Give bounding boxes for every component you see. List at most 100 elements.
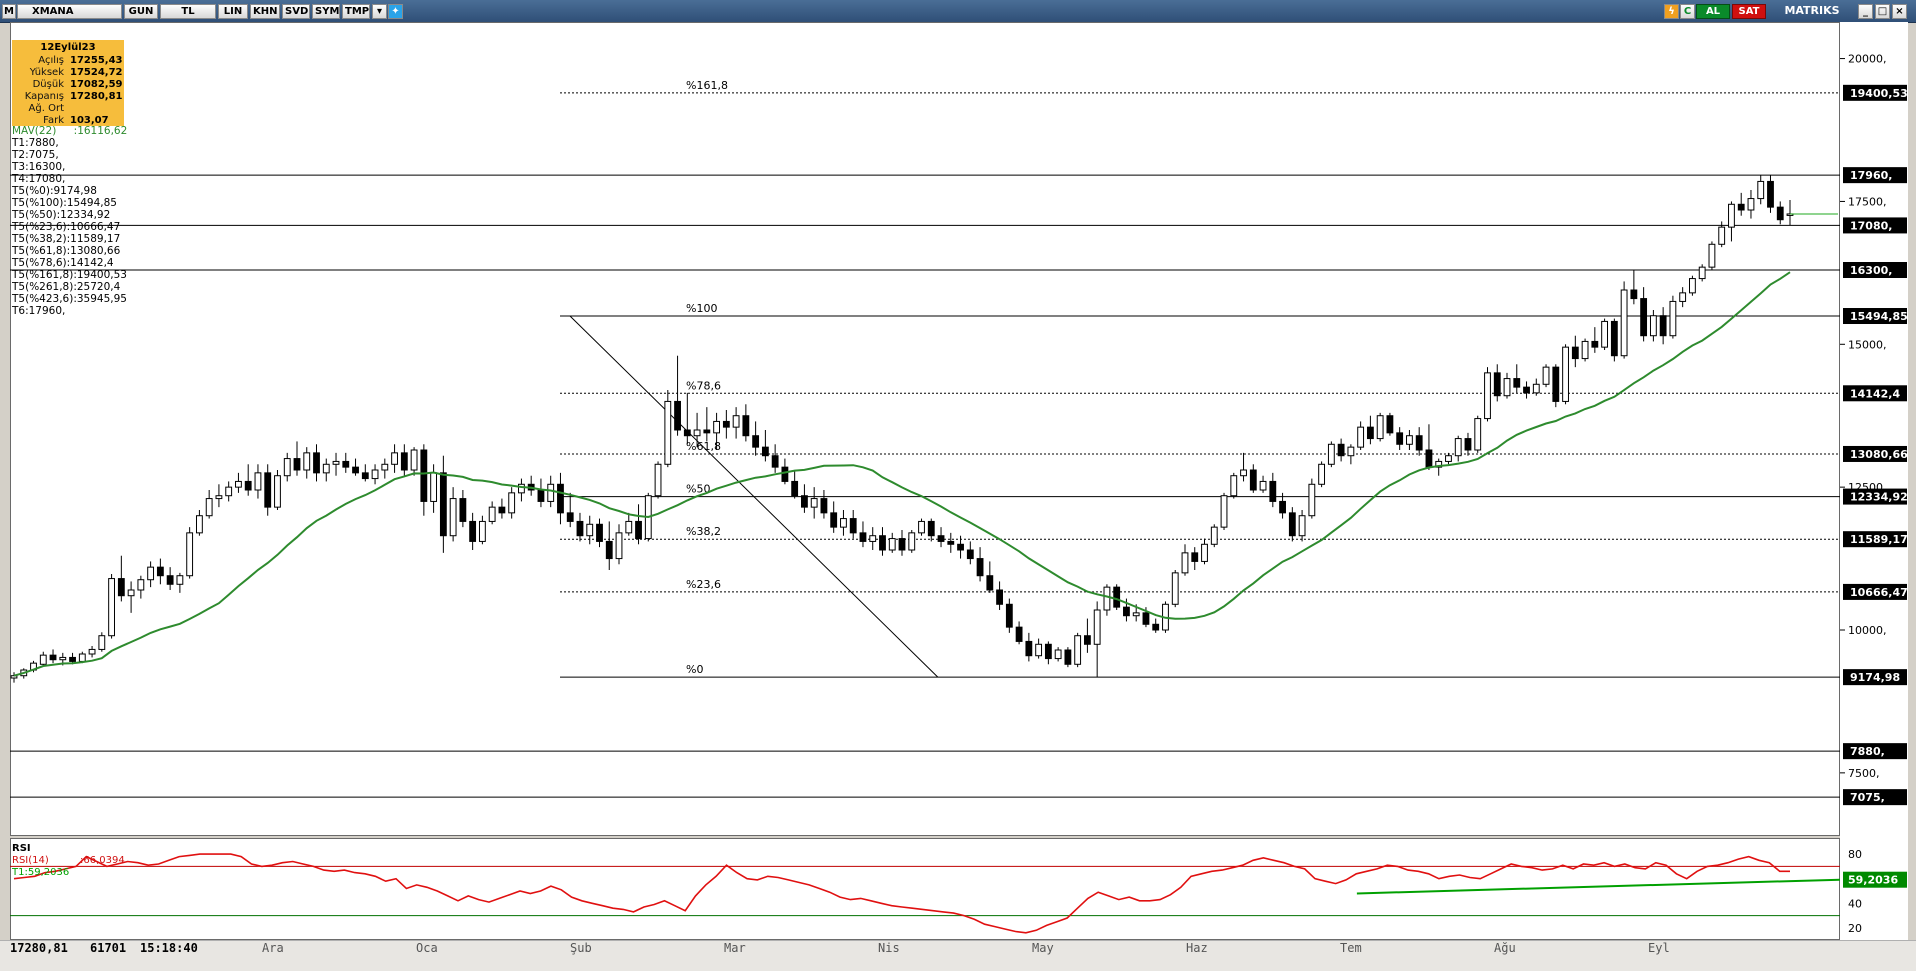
- rsi-legend-t1: T1:59,2036: [11, 867, 69, 878]
- candle-body: [664, 400, 672, 465]
- indicator-line: T5(%100):15494,85: [12, 197, 117, 209]
- sym-button[interactable]: SYM: [312, 4, 340, 19]
- fib-label: %0: [686, 663, 703, 676]
- maximize-button[interactable]: □: [1875, 4, 1890, 19]
- candle-body: [791, 480, 799, 497]
- y-tick-label: 17500,: [1848, 195, 1887, 208]
- mav-label: MAV(22): [12, 125, 57, 137]
- candle-body: [615, 532, 623, 560]
- candle-body: [830, 512, 838, 528]
- candle-body: [674, 400, 681, 431]
- svd-button[interactable]: SVD: [282, 4, 310, 19]
- info-row-change: Fark 103,07: [12, 115, 124, 127]
- info-date: 12Eylül23: [40, 42, 96, 53]
- candle-body: [849, 518, 857, 534]
- close-button[interactable]: ×: [1892, 4, 1907, 19]
- flash-icon[interactable]: ϟ: [1664, 4, 1679, 19]
- candle-body: [98, 635, 106, 650]
- buy-button[interactable]: AL: [1696, 4, 1730, 19]
- candle-body: [605, 540, 613, 560]
- candle-body: [430, 472, 438, 502]
- refresh-button[interactable]: C: [1680, 4, 1695, 19]
- month-label: Ara: [262, 941, 284, 955]
- fib-label: %100: [686, 302, 717, 315]
- candle-body: [410, 449, 418, 471]
- candle-body: [518, 483, 525, 494]
- info-row-high: Yüksek 17524,72: [12, 67, 124, 79]
- candle-body: [1113, 586, 1121, 608]
- khn-button[interactable]: KHN: [250, 4, 280, 19]
- candle-body: [1386, 415, 1394, 434]
- candle-body: [1552, 366, 1560, 402]
- candle-body: [1298, 515, 1306, 537]
- candle-body: [127, 589, 135, 597]
- indicator-line: T5(%61,8):13080,66: [12, 245, 121, 257]
- candle-body: [1171, 572, 1179, 605]
- scale-button[interactable]: LIN: [218, 4, 248, 19]
- price-level-badge: [1843, 669, 1907, 686]
- candle-body: [49, 654, 57, 661]
- minimize-button[interactable]: _: [1858, 4, 1873, 19]
- price-level-label: 7880,: [1850, 745, 1885, 758]
- dropdown-arrow-icon[interactable]: ▾: [372, 4, 387, 19]
- price-level-label: 9174,98: [1850, 671, 1900, 684]
- candle-body: [820, 498, 828, 514]
- price-level-badge: [1843, 217, 1907, 234]
- candle-body: [420, 449, 428, 502]
- month-label: Haz: [1186, 941, 1208, 955]
- candle-body: [371, 469, 379, 480]
- candle-body: [986, 575, 994, 591]
- candle-body: [1201, 543, 1208, 562]
- symbol-field[interactable]: XMANA: [17, 4, 122, 19]
- candle-body: [1776, 206, 1784, 221]
- month-label: Oca: [416, 941, 438, 955]
- candle-body: [254, 472, 262, 491]
- rsi-legend-name: RSI(14): [12, 855, 49, 866]
- candle-body: [166, 575, 174, 585]
- candle-body: [771, 455, 779, 468]
- candle-body: [1708, 243, 1716, 268]
- candle-body: [976, 558, 984, 577]
- candle-body: [966, 549, 974, 560]
- y-tick-label: 20000,: [1848, 53, 1887, 66]
- candle-body: [1259, 480, 1267, 491]
- symbol-text: XMANA: [32, 6, 74, 17]
- status-bar: 17280,81 61701 15:18:40 Ara Oca Şub Mar Nis M…: [0, 940, 1916, 971]
- candle-body: [1240, 469, 1247, 477]
- candle-body: [1562, 346, 1569, 402]
- candle-body: [293, 458, 301, 471]
- candle-body: [88, 648, 96, 655]
- candle-body: [840, 518, 847, 528]
- indicator-line: T1:7880,: [12, 137, 59, 149]
- candle-body: [1337, 443, 1345, 457]
- candle-body: [1142, 612, 1150, 625]
- month-label: Tem: [1340, 941, 1362, 955]
- candle-body: [1415, 435, 1423, 451]
- twitter-icon[interactable]: ✦: [388, 4, 403, 19]
- info-value: 103,07: [70, 115, 109, 126]
- currency-button[interactable]: TL: [160, 4, 216, 19]
- rsi-tick-label: 40: [1848, 897, 1862, 910]
- candle-body: [927, 520, 935, 537]
- candle-body: [1532, 383, 1540, 394]
- candle-body: [449, 498, 457, 537]
- candle-body: [1035, 643, 1043, 657]
- candle-body: [693, 429, 701, 437]
- price-level-badge: [1843, 789, 1907, 806]
- candle-body: [557, 483, 564, 514]
- info-row-low: Düşük 17082,59: [12, 79, 124, 91]
- indicator-line: T5(%161,8):19400,53: [12, 269, 127, 281]
- candle-body: [947, 540, 955, 545]
- candle-body: [781, 466, 789, 482]
- tmp-button[interactable]: TMP: [342, 4, 370, 19]
- info-row-close: Kapanış 17280,81: [12, 91, 124, 103]
- rsi-tick-label: 20: [1848, 922, 1862, 935]
- price-chart-panel[interactable]: [10, 22, 1840, 836]
- period-button[interactable]: GUN: [124, 4, 158, 19]
- candle-body: [1620, 289, 1628, 357]
- candle-body: [1747, 198, 1755, 211]
- candle-body: [1357, 426, 1365, 448]
- sell-button[interactable]: SAT: [1732, 4, 1766, 19]
- menu-button[interactable]: M: [2, 4, 16, 19]
- candle-body: [537, 489, 545, 502]
